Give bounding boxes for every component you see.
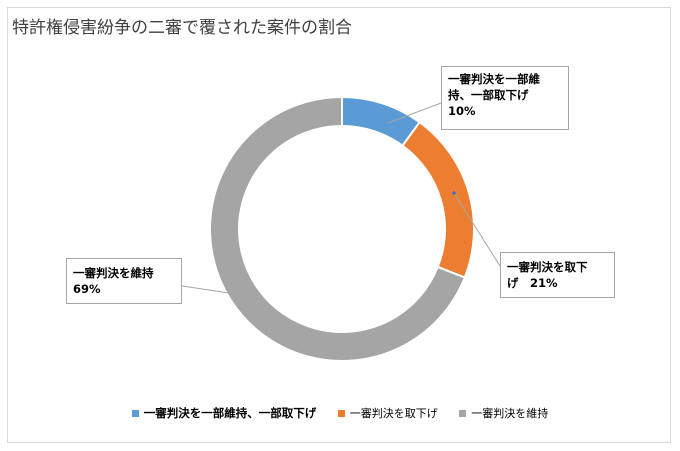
data-label-revoked: 一審判決を取下 げ 21% xyxy=(500,252,615,298)
slice-marker xyxy=(452,191,456,195)
data-label-partial-maintained: 一審判決を一部維 持、一部取下げ 10% xyxy=(441,66,569,130)
legend-item: 一審判決を取下げ xyxy=(337,405,438,421)
legend-label: 一審判決を維持 xyxy=(471,407,549,420)
data-label-line: 一審判決を維持 xyxy=(73,266,154,280)
data-label-maintained: 一審判決を維持 69% xyxy=(66,258,182,304)
data-label-line: げ 21% xyxy=(507,276,558,290)
slice-maintained xyxy=(209,95,467,362)
legend: 一審判決を一部維持、一部取下げ 一審判決を取下げ 一審判決を維持 xyxy=(0,405,680,421)
legend-item: 一審判決を一部維持、一部取下げ xyxy=(131,405,317,421)
legend-label: 一審判決を取下げ xyxy=(349,407,438,420)
legend-item: 一審判決を維持 xyxy=(459,405,548,421)
data-label-line: 一審判決を一部維 xyxy=(448,72,540,86)
data-label-percent: 69% xyxy=(73,282,101,296)
data-label-line: 一審判決を取下 xyxy=(507,260,588,274)
slice-revoked xyxy=(401,120,475,279)
chart-title: 特許権侵害紛争の二審で覆された案件の割合 xyxy=(12,18,352,38)
leader-line xyxy=(387,102,442,124)
legend-swatch xyxy=(131,409,139,417)
legend-swatch xyxy=(337,409,345,417)
data-label-line: 持、一部取下げ xyxy=(448,88,529,102)
leader-line xyxy=(181,285,237,295)
data-label-percent: 10% xyxy=(448,104,476,118)
leader-line xyxy=(453,192,501,267)
legend-swatch xyxy=(459,409,467,417)
legend-label: 一審判決を一部維持、一部取下げ xyxy=(143,406,317,420)
